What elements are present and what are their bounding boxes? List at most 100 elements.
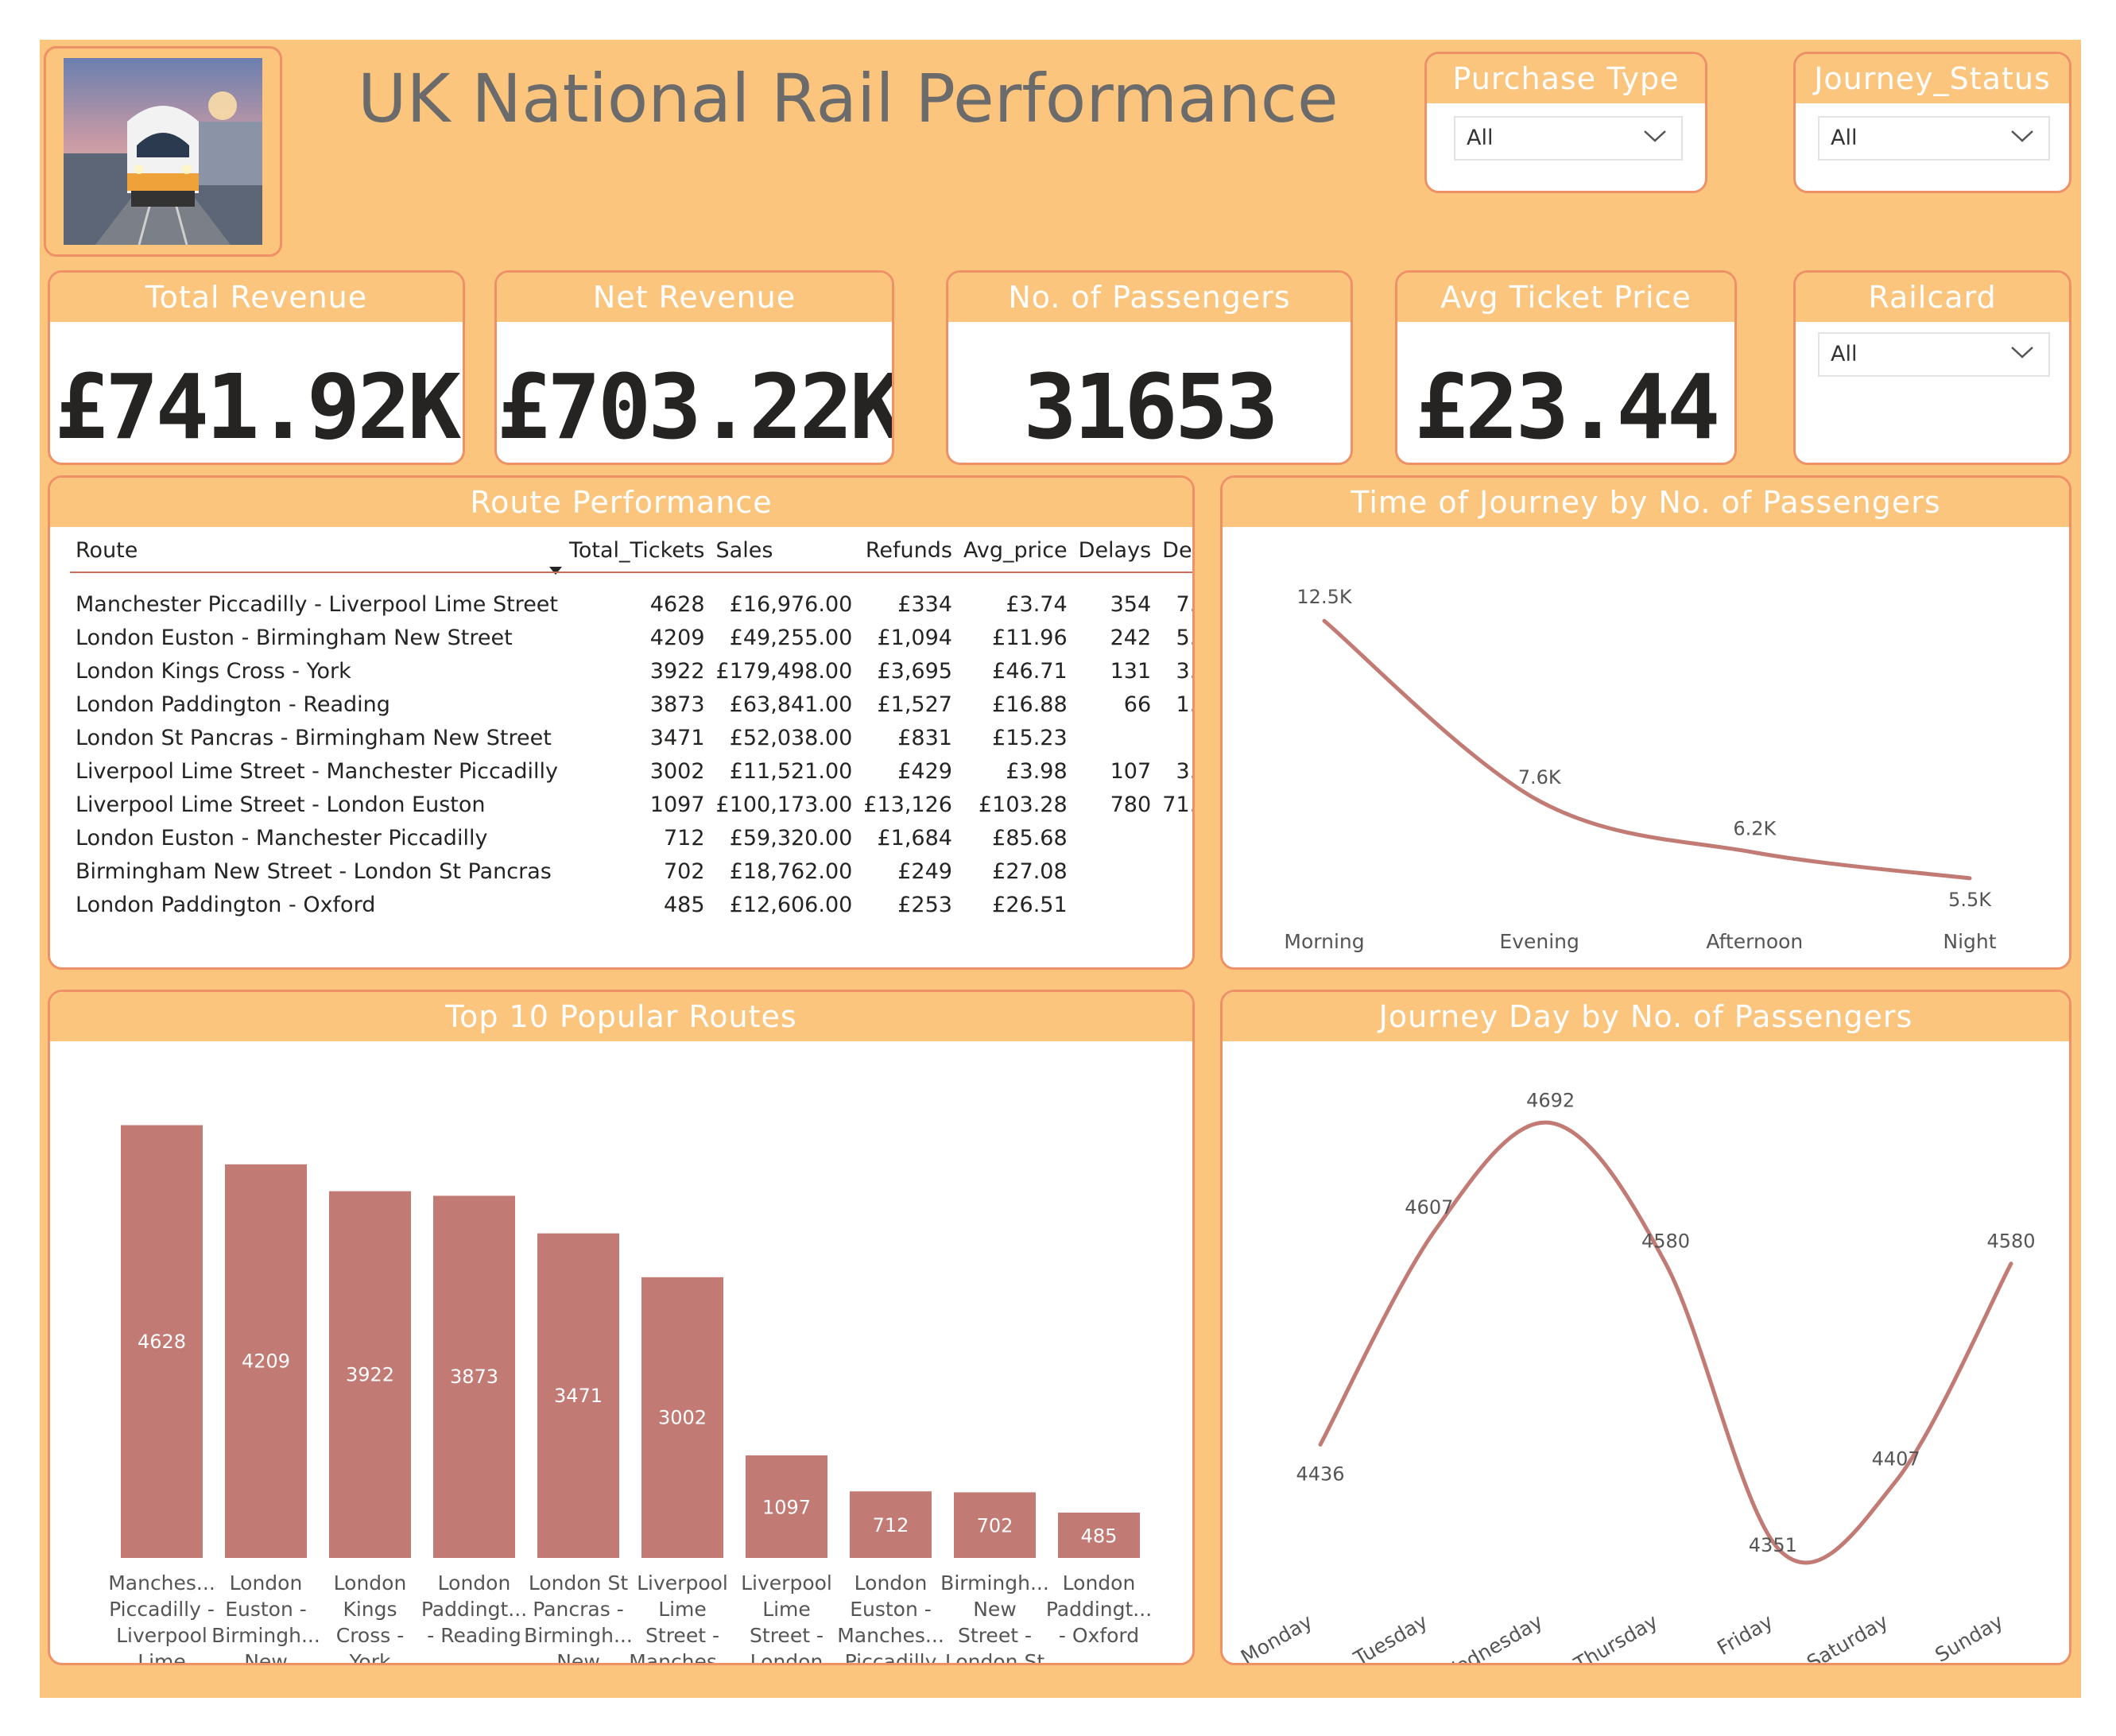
sort-descending-icon[interactable]	[549, 567, 562, 575]
table-cell: £1,684	[877, 825, 952, 851]
x-tick-label: - Oxford	[1059, 1624, 1139, 1647]
train-photo	[64, 58, 262, 245]
kpi-avg-ticket-price-label: Avg Ticket Price	[1397, 273, 1734, 322]
x-tick-label: London	[230, 1571, 303, 1595]
x-tick-label: Kings	[343, 1598, 397, 1621]
table-cell: £26.51	[992, 892, 1068, 917]
table-cell	[1073, 888, 1157, 921]
column-header[interactable]: Route	[76, 537, 138, 563]
table-cell: 5.75%	[1176, 625, 1195, 650]
x-tick-label: Monday	[1237, 1610, 1316, 1664]
purchase-type-label: Purchase Type	[1427, 54, 1705, 103]
table-cell: 242	[1110, 625, 1152, 650]
table-row[interactable]: London Euston - Manchester Piccadilly 712…	[70, 821, 1192, 854]
bar-value-label: 712	[873, 1514, 909, 1536]
table-cell: 4628	[649, 591, 705, 617]
column-header[interactable]: Delays	[1078, 537, 1152, 563]
data-label: 6.2K	[1733, 818, 1777, 840]
header-divider	[70, 572, 1192, 573]
journey-day-plot: 4436 Monday 4607 Tuesday 4692 Wednesday 4580 Th…	[1237, 1090, 2036, 1664]
column-header[interactable]: Sales	[715, 537, 773, 563]
table-cell: £253	[897, 892, 952, 917]
route-name-cell: Birmingham New Street - London St Pancra…	[76, 858, 552, 884]
chevron-down-icon	[1644, 130, 1666, 142]
table-row[interactable]: London Kings Cross - York 3922 £179,498.00…	[70, 654, 1192, 688]
data-label: 5.5K	[1948, 889, 1992, 911]
x-tick-label: Pancras -	[533, 1598, 623, 1621]
table-cell: £249	[897, 858, 952, 884]
table-row[interactable]: Liverpool Lime Street - London Euston 109…	[70, 788, 1192, 821]
table-cell: 3.56%	[1176, 758, 1195, 784]
x-tick-label: Birmingh...	[524, 1624, 633, 1647]
table-cell: £59,320.00	[729, 825, 853, 851]
x-tick-label: New	[244, 1650, 288, 1664]
x-tick-label: Sunday	[1931, 1610, 2007, 1664]
table-row[interactable]: London Paddington - Oxford 485 £12,606.00 £…	[70, 888, 1192, 921]
bar-value-label: 4628	[138, 1331, 186, 1353]
x-tick-label: London	[1063, 1571, 1136, 1595]
table-cell: £429	[897, 758, 952, 784]
data-label: 4436	[1296, 1463, 1344, 1485]
table-cell: 712	[663, 825, 705, 851]
x-tick-label: London	[855, 1571, 928, 1595]
x-tick-label: Paddingt...	[421, 1598, 527, 1621]
table-cell: 780	[1110, 792, 1152, 817]
table-cell: £334	[897, 591, 952, 617]
x-tick-label: Wednesday	[1436, 1610, 1547, 1664]
table-row[interactable]: Liverpool Lime Street - Manchester Picca…	[70, 754, 1195, 788]
purchase-type-dropdown[interactable]: All	[1454, 116, 1683, 161]
route-name-cell: London St Pancras - Birmingham New Stree…	[76, 725, 552, 750]
kpi-avg-ticket-price: Avg Ticket Price £23.44	[1395, 270, 1737, 465]
data-label: 7.6K	[1518, 766, 1562, 789]
table-row[interactable]: Manchester Piccadilly - Liverpool Lime S…	[70, 573, 1192, 621]
column-header[interactable]: Total_Tickets	[569, 537, 705, 563]
table-row[interactable]: London Paddington - Reading 3873 £63,841.0…	[70, 688, 1195, 721]
table-cell: £16.88	[992, 692, 1068, 717]
table-row[interactable]: London Euston - Birmingham New Street 420…	[70, 621, 1195, 654]
table-cell: £3,695	[877, 658, 952, 684]
route-name-cell: London Paddington - Oxford	[76, 892, 376, 917]
table-cell: £49,255.00	[729, 625, 853, 650]
bar-value-label: 702	[977, 1515, 1013, 1537]
data-label: 4692	[1526, 1090, 1575, 1112]
x-tick-label: Thursday	[1569, 1610, 1661, 1664]
column-header[interactable]: Delay%	[1162, 537, 1195, 563]
x-tick-label: Tuesday	[1349, 1610, 1432, 1664]
bar	[433, 1195, 515, 1558]
x-tick-label: Friday	[1713, 1610, 1777, 1660]
data-label: 4607	[1405, 1196, 1453, 1219]
bar	[537, 1233, 619, 1558]
x-tick-label: London	[438, 1571, 511, 1595]
journey-status-dropdown[interactable]: All	[1818, 116, 2050, 161]
table-cell: 1.70%	[1176, 692, 1195, 717]
x-tick-label: Birmingh...	[940, 1571, 1049, 1595]
table-cell: £85.68	[992, 825, 1068, 851]
time-of-journey-chart: Time of Journey by No. of Passengers 12.…	[1220, 475, 2071, 970]
top-routes-title: Top 10 Popular Routes	[50, 992, 1192, 1041]
table-cell: £179,498.00	[715, 658, 853, 684]
table-cell: 66	[1123, 692, 1152, 717]
table-cell: 1097	[649, 792, 705, 817]
railcard-dropdown[interactable]: All	[1818, 332, 2050, 377]
purchase-type-value: All	[1467, 126, 1494, 150]
kpi-net-revenue: Net Revenue £703.22K	[494, 270, 894, 465]
column-header[interactable]: Avg_price	[963, 537, 1068, 563]
table-cell	[1157, 854, 1192, 888]
data-label: 4580	[1641, 1230, 1690, 1253]
railcard-label: Railcard	[1796, 273, 2069, 322]
table-cell: £3.98	[1006, 758, 1068, 784]
purchase-type-slicer: Purchase Type All	[1424, 52, 1707, 193]
table-row[interactable]: Birmingham New Street - London St Pancra…	[70, 854, 1192, 888]
x-tick-label: Afternoon	[1706, 930, 1803, 953]
column-header[interactable]: Refunds	[865, 537, 952, 563]
route-name-cell: London Euston - Manchester Piccadilly	[76, 825, 488, 851]
kpi-passengers: No. of Passengers 31653	[946, 270, 1353, 465]
journey-day-title: Journey Day by No. of Passengers	[1223, 992, 2069, 1041]
bar	[121, 1125, 203, 1558]
data-label: 4351	[1749, 1534, 1797, 1556]
table-cell	[1073, 854, 1157, 888]
x-tick-label: New	[973, 1598, 1017, 1621]
bar-value-label: 3922	[346, 1363, 394, 1385]
table-row[interactable]: London St Pancras - Birmingham New Stree…	[70, 721, 1192, 754]
bar	[1058, 1512, 1140, 1558]
